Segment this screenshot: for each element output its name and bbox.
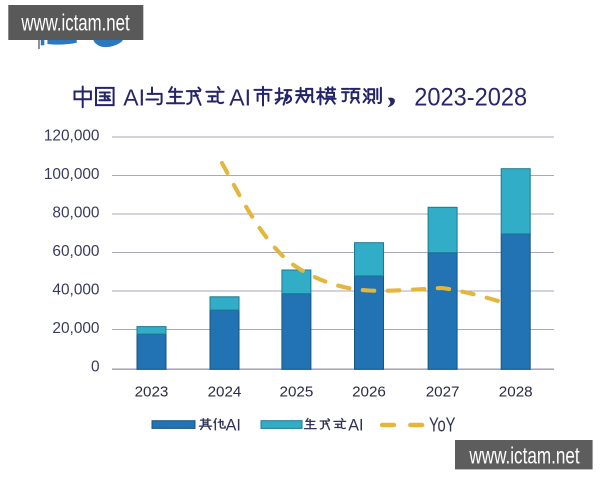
- svg-text:2025: 2025: [280, 384, 314, 401]
- svg-text:2028: 2028: [499, 384, 533, 401]
- svg-text:2023-2028: 2023-2028: [414, 84, 527, 112]
- svg-text:120,000: 120,000: [44, 128, 100, 145]
- svg-text:YoY: YoY: [429, 413, 456, 436]
- svg-text:2023: 2023: [135, 384, 169, 401]
- svg-text:2027: 2027: [426, 384, 460, 401]
- svg-text:www.ictam.net: www.ictam.net: [469, 444, 580, 469]
- svg-text:80,000: 80,000: [52, 205, 99, 222]
- svg-text:AI: AI: [348, 417, 363, 435]
- svg-text:AI: AI: [226, 417, 241, 435]
- svg-text:20,000: 20,000: [52, 320, 99, 337]
- svg-text:AI: AI: [123, 84, 145, 110]
- svg-text:0: 0: [91, 359, 100, 376]
- svg-text:40,000: 40,000: [52, 282, 99, 299]
- svg-text:www.ictam.net: www.ictam.net: [21, 11, 130, 36]
- svg-text:AI: AI: [229, 84, 251, 110]
- svg-text:2024: 2024: [208, 384, 242, 401]
- svg-text:60,000: 60,000: [52, 243, 99, 260]
- svg-text:100,000: 100,000: [44, 166, 100, 183]
- svg-text:2026: 2026: [352, 384, 386, 401]
